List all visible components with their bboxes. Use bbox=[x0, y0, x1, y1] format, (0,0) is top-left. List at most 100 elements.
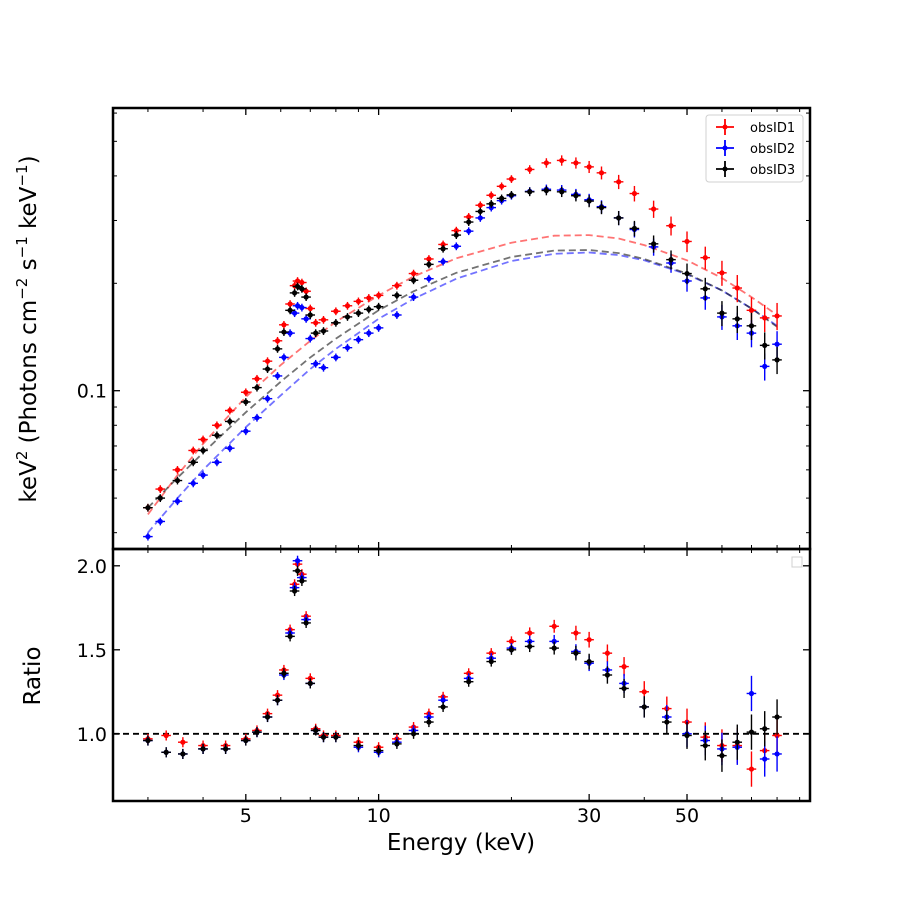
data-point bbox=[287, 307, 293, 313]
data-point bbox=[214, 422, 220, 428]
data-point bbox=[527, 643, 533, 650]
data-point bbox=[157, 518, 163, 525]
data-point bbox=[616, 179, 622, 185]
data-point bbox=[508, 647, 515, 653]
data-point bbox=[527, 189, 533, 195]
data-point bbox=[774, 751, 780, 757]
data-point bbox=[292, 588, 298, 594]
data-point bbox=[426, 276, 432, 282]
data-point bbox=[559, 157, 565, 164]
data-point bbox=[333, 320, 339, 326]
data-point bbox=[748, 729, 755, 735]
data-point bbox=[488, 201, 494, 207]
data-point bbox=[551, 638, 557, 645]
data-point bbox=[410, 294, 417, 300]
data-point bbox=[762, 315, 768, 321]
data-point bbox=[573, 650, 579, 656]
data-point bbox=[157, 495, 163, 501]
data-point bbox=[287, 301, 293, 307]
spectrum-series-obsid3 bbox=[143, 185, 782, 512]
data-point bbox=[586, 658, 592, 665]
spectrum-points bbox=[143, 155, 782, 541]
data-point bbox=[299, 578, 305, 584]
legend-box bbox=[705, 114, 804, 183]
data-point bbox=[631, 190, 638, 197]
x-tick-label: 10 bbox=[367, 805, 391, 827]
data-point bbox=[477, 215, 483, 221]
data-point bbox=[774, 313, 780, 319]
data-point bbox=[294, 568, 301, 574]
data-point bbox=[180, 751, 186, 757]
data-point bbox=[734, 316, 740, 322]
data-point bbox=[281, 322, 287, 328]
data-point bbox=[668, 257, 674, 263]
data-point bbox=[313, 330, 319, 336]
data-point bbox=[616, 215, 622, 221]
data-point bbox=[621, 685, 627, 692]
data-point bbox=[684, 270, 690, 277]
ylabel-part-3: s bbox=[16, 258, 42, 277]
data-point bbox=[426, 256, 432, 262]
legend-item-obsid2: obsID2 bbox=[716, 140, 795, 157]
data-point bbox=[223, 746, 229, 752]
data-point bbox=[264, 396, 271, 402]
data-point bbox=[355, 742, 362, 749]
data-point bbox=[200, 447, 206, 454]
data-point bbox=[573, 160, 579, 166]
data-point bbox=[243, 389, 249, 395]
data-point bbox=[684, 238, 690, 245]
data-point bbox=[684, 732, 690, 739]
data-point bbox=[145, 533, 151, 540]
data-point bbox=[559, 189, 565, 195]
data-point bbox=[466, 214, 472, 220]
data-point bbox=[410, 270, 417, 277]
model-curve-obsid3 bbox=[147, 249, 778, 509]
data-point bbox=[702, 286, 708, 292]
data-point bbox=[333, 734, 339, 740]
ratio-points bbox=[143, 555, 782, 787]
ylabel-sup-1: 2 bbox=[13, 451, 31, 461]
data-point bbox=[551, 623, 557, 629]
data-point bbox=[573, 630, 579, 636]
data-point bbox=[200, 436, 206, 443]
data-point bbox=[774, 732, 780, 739]
ratio-series-obsid3 bbox=[143, 565, 782, 772]
data-point bbox=[366, 306, 372, 312]
ylabel-part-5: ) bbox=[16, 155, 42, 164]
data-point bbox=[299, 279, 305, 286]
data-point bbox=[604, 650, 610, 656]
data-point bbox=[702, 742, 708, 749]
model-curves bbox=[147, 234, 778, 534]
data-point bbox=[604, 672, 610, 678]
data-point bbox=[274, 697, 281, 703]
data-point bbox=[499, 195, 505, 201]
ratio-y-axis-title: Ratio bbox=[20, 646, 46, 705]
data-point bbox=[243, 737, 249, 744]
data-point bbox=[333, 308, 339, 314]
data-point bbox=[734, 285, 740, 291]
data-point bbox=[440, 241, 446, 248]
data-point bbox=[394, 741, 400, 747]
model-curve-obsid1 bbox=[147, 234, 778, 515]
data-point bbox=[274, 373, 281, 379]
data-point bbox=[426, 261, 432, 267]
data-point bbox=[527, 630, 533, 636]
data-point bbox=[598, 205, 605, 211]
data-point bbox=[453, 232, 459, 238]
data-point bbox=[355, 298, 362, 304]
data-point bbox=[586, 637, 592, 643]
data-point bbox=[227, 418, 233, 425]
data-point bbox=[174, 467, 181, 473]
data-point bbox=[313, 320, 319, 326]
data-point bbox=[163, 732, 169, 739]
data-point bbox=[180, 739, 186, 745]
data-point bbox=[410, 277, 417, 283]
ylabel-sup-4: −1 bbox=[13, 164, 31, 186]
legend-label-obsid2: obsID2 bbox=[750, 142, 795, 157]
data-point bbox=[254, 729, 260, 735]
data-point bbox=[394, 292, 400, 298]
legend-marker-obsid2-dot bbox=[722, 145, 728, 151]
data-point bbox=[320, 734, 327, 740]
data-point bbox=[748, 323, 755, 329]
